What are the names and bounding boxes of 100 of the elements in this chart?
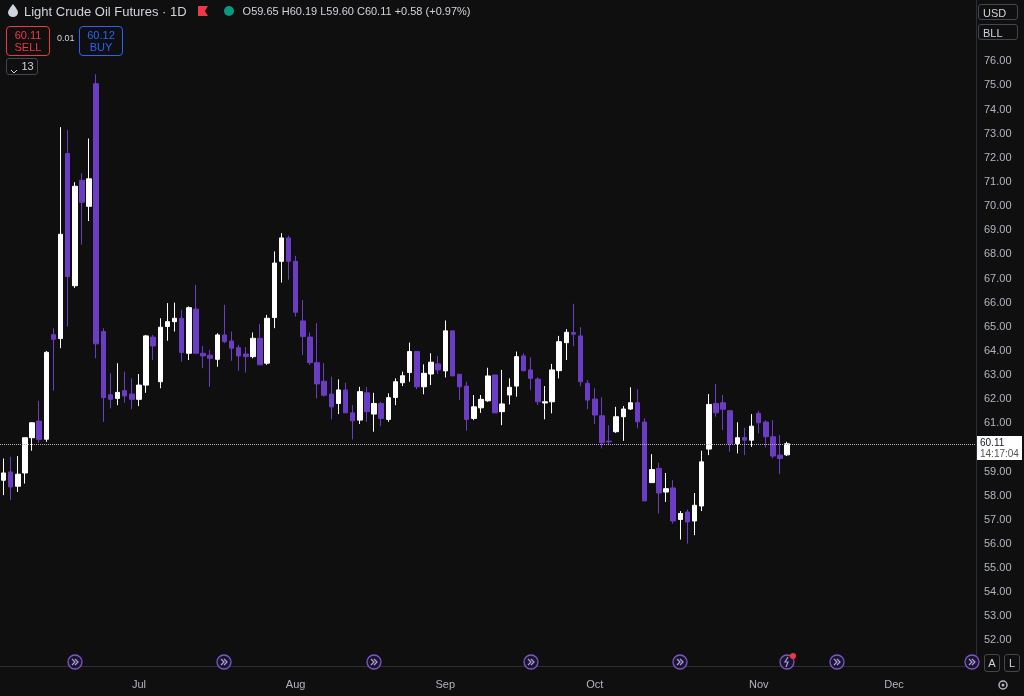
candlestick	[649, 453, 655, 484]
candlestick	[36, 400, 42, 444]
x-tick-label: Nov	[748, 677, 769, 690]
candlestick	[101, 327, 106, 423]
candlestick	[165, 302, 170, 342]
candlestick	[172, 302, 177, 333]
y-tick-label: 56.00	[984, 536, 1012, 549]
candlestick	[735, 421, 740, 454]
y-tick-label: 74.00	[984, 102, 1012, 115]
y-tick-label: 52.00	[984, 633, 1012, 646]
candlestick	[93, 73, 99, 359]
candlestick	[371, 392, 377, 433]
ref-line-label: 60.11	[980, 436, 1005, 448]
candlestick	[357, 386, 363, 425]
candlestick	[186, 305, 192, 361]
candlestick	[79, 173, 85, 246]
y-tick-label: 53.00	[984, 609, 1012, 622]
candlestick	[727, 410, 733, 453]
candlestick	[756, 410, 761, 434]
candlestick	[179, 309, 184, 363]
y-tick-label: 58.00	[984, 488, 1012, 501]
y-tick-label: 75.00	[984, 78, 1012, 91]
annotation: BUY	[89, 41, 113, 53]
candlestick	[158, 317, 163, 389]
y-tick-label: 64.00	[984, 343, 1012, 356]
candlestick	[329, 376, 334, 420]
y-tick-label: 57.00	[984, 512, 1012, 525]
candlestick	[264, 314, 270, 366]
candlestick	[350, 404, 355, 440]
annotation: 13	[21, 60, 34, 72]
y-tick-label: 59.00	[984, 464, 1012, 477]
candlestick	[272, 250, 277, 329]
y-tick-label: 67.00	[984, 271, 1012, 284]
candlestick	[450, 330, 455, 377]
candlestick	[215, 332, 220, 368]
candlestick	[44, 350, 49, 443]
candlestick	[457, 373, 462, 401]
y-tick-label: 72.00	[984, 150, 1012, 163]
candlestick	[293, 255, 298, 318]
candlestick	[635, 388, 640, 429]
candlestick	[58, 126, 63, 349]
candlestick	[706, 393, 712, 456]
candlestick	[236, 344, 241, 372]
candlestick	[1, 457, 6, 496]
x-tick-label: Sep	[435, 677, 456, 690]
chart-subtitle: O59.65 H60.19 L59.60 C60.11 +0.58 (+0.97%)	[242, 5, 471, 17]
candlestick	[378, 401, 384, 427]
candlestick	[499, 369, 505, 426]
candlestick	[742, 427, 747, 456]
candlestick	[578, 326, 583, 387]
candlestick	[393, 377, 398, 406]
y-tick-label: 61.00	[984, 416, 1012, 429]
candlestick	[400, 371, 405, 387]
annotation: SELL	[14, 41, 42, 53]
y-tick-label: 69.00	[984, 223, 1012, 236]
candlestick	[243, 346, 249, 374]
annotation: 0.01	[57, 33, 75, 43]
x-tick-label: Oct	[586, 677, 604, 690]
y-tick-label: 73.00	[984, 126, 1012, 139]
x-tick-label: Dec	[884, 677, 905, 690]
candlestick	[535, 376, 541, 406]
chart-title: Light Crude Oil Futures · 1D	[24, 4, 187, 19]
candlestick	[108, 372, 113, 409]
text: 14:17:04	[980, 447, 1019, 459]
candlestick	[749, 413, 754, 448]
candlestick	[464, 381, 469, 432]
candlestick	[122, 371, 127, 404]
candlestick	[229, 331, 234, 362]
text: BLL	[983, 27, 1003, 39]
candlestick	[443, 319, 448, 378]
candlestick	[585, 379, 590, 410]
y-tick-label: 54.00	[984, 585, 1012, 598]
x-tick-label: Aug	[285, 677, 306, 690]
y-tick-label: 62.00	[984, 392, 1012, 405]
y-tick-label: 63.00	[984, 368, 1012, 381]
candlestick	[521, 352, 526, 373]
annotation: 60.12	[87, 29, 115, 41]
candlestick	[564, 328, 569, 361]
y-tick-label: 76.00	[984, 54, 1012, 67]
text: L	[1008, 657, 1016, 669]
candlestick	[414, 351, 420, 390]
y-tick-label: 71.00	[984, 174, 1012, 187]
candlestick	[257, 323, 263, 366]
candlestick	[407, 342, 412, 383]
candlestick	[51, 327, 56, 392]
candlestick	[571, 303, 576, 347]
candlestick	[115, 362, 120, 406]
candlestick	[642, 417, 647, 502]
y-tick-label: 65.00	[984, 319, 1012, 332]
candlestick	[286, 235, 291, 281]
y-tick-label: 66.00	[984, 295, 1012, 308]
candlestick	[364, 386, 370, 423]
candlestick	[628, 386, 633, 411]
candlestick	[784, 441, 790, 457]
candlestick	[343, 382, 348, 414]
candlestick	[613, 406, 619, 434]
candlestick	[386, 392, 391, 423]
text: USD	[983, 7, 1007, 19]
candlestick	[86, 138, 92, 222]
annotation: 60.11	[14, 29, 42, 41]
